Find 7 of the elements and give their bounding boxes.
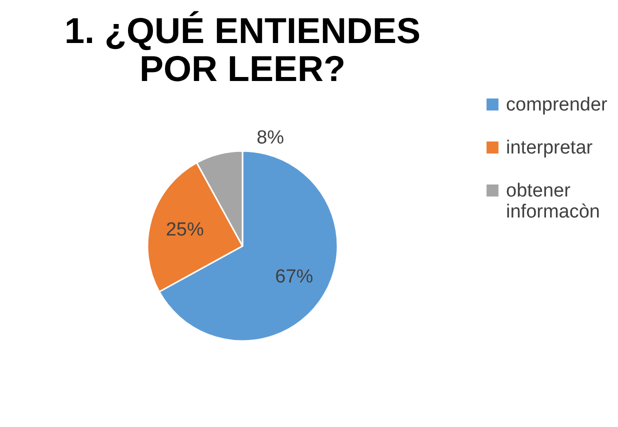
data-label: 8% <box>256 128 284 149</box>
legend-label: comprender <box>506 94 608 116</box>
text: 1. ¿QUÉ ENTIENDES <box>64 10 421 51</box>
data-label: 25% <box>166 219 204 240</box>
legend-label: obtener informacòn <box>506 180 600 222</box>
legend-label: interpretar <box>506 138 594 158</box>
data-label: 67% <box>275 266 314 288</box>
